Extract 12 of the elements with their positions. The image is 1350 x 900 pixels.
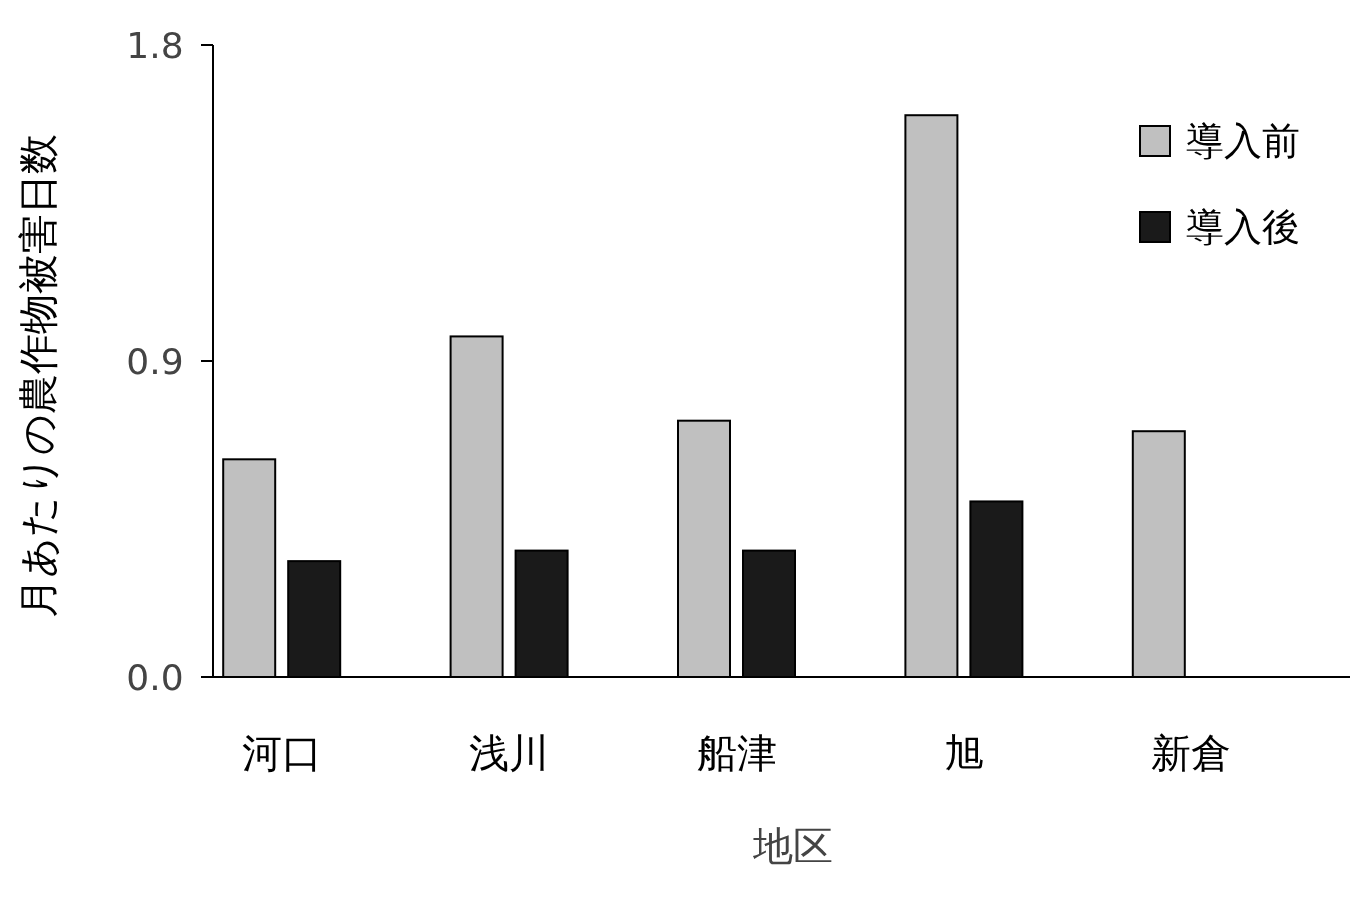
x-tick-label: 船津: [696, 730, 777, 776]
x-tick-label: 河口: [241, 730, 322, 776]
y-axis-title: 月あたりの農作物被害日数: [15, 134, 61, 618]
x-axis-title: 地区: [752, 823, 833, 869]
legend-label: 導入前: [1186, 119, 1300, 164]
y-tick-label: 1.8: [126, 24, 184, 66]
y-tick-label: 0.9: [126, 340, 184, 382]
legend-label: 導入後: [1186, 205, 1300, 250]
y-tick-label: 0.0: [126, 656, 184, 698]
x-tick-label: 新倉: [1151, 730, 1232, 776]
x-tick-label: 浅川: [469, 730, 550, 776]
x-tick-label: 旭: [943, 730, 984, 776]
